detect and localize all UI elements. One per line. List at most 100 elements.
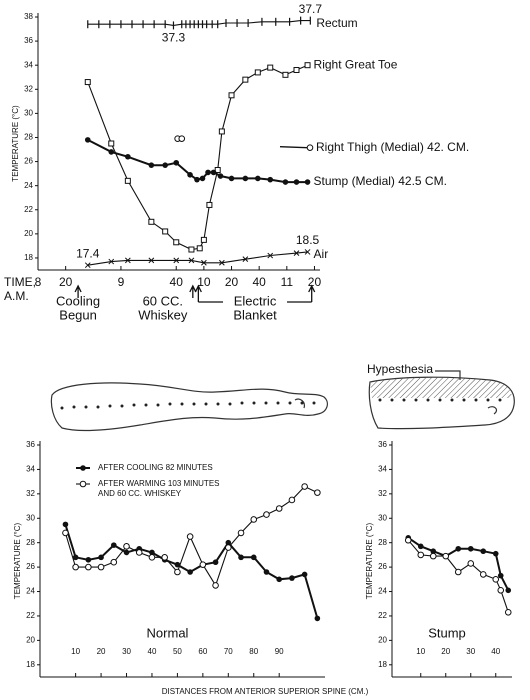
series-label: Stump (Medial) 42.5 CM. [314,174,447,188]
series-line [407,539,509,613]
marker [173,239,180,246]
marker [492,576,500,583]
marker [497,587,505,594]
marker [430,548,437,555]
value-label: 17.4 [76,246,100,260]
series-label: Air [314,247,329,261]
marker [293,67,300,74]
marker [62,529,69,537]
x-tick-label: 60 [198,647,207,656]
value-label: 37.7 [299,2,323,16]
marker [174,568,181,576]
x-tick-label: 70 [224,647,233,656]
x-tick-label: 20 [97,647,106,656]
marker [242,175,249,182]
marker [199,175,206,182]
marker [188,246,195,253]
y-tick-label: 22 [378,611,387,620]
y-tick-label: 34 [26,465,35,474]
marker [123,549,130,556]
marker [84,137,91,143]
event-arrow [74,284,82,298]
x-tick-label: 40 [170,275,184,289]
y-tick-label: 32 [378,489,387,498]
marker [263,511,270,518]
y-tick-label: 20 [378,635,387,644]
y-tick-label: 28 [378,538,387,547]
marker [218,128,225,135]
x-tick-label: 20 [308,275,322,289]
y-tick-label: 18 [378,660,387,669]
marker [98,554,104,561]
marker [194,176,200,183]
x-axis-label: A.M. [4,289,29,303]
series-label: Right Thigh (Medial) 42. CM. [316,140,469,154]
event-label: Begun [59,307,97,322]
marker [174,561,181,568]
legend-label: AFTER COOLING 82 MINUTES [98,463,213,472]
chart-label: Normal [147,625,189,640]
y-tick-label: 34 [378,465,387,474]
y-tick-label: 30 [378,513,387,522]
x-tick-label: 40 [491,647,500,656]
marker [289,575,295,581]
series-line [407,536,510,591]
event-label: Whiskey [138,307,188,322]
y-tick-label: 26 [378,562,387,571]
marker [84,262,91,269]
series-label: Rectum [316,16,357,30]
marker [455,545,462,552]
marker [72,554,79,561]
y-tick-label: 34 [24,60,33,69]
marker [504,608,512,616]
marker [304,62,311,69]
marker [480,548,487,555]
marker [417,551,425,559]
x-tick-label: 11 [281,275,294,289]
y-tick-label: 20 [26,635,35,644]
marker [173,159,180,166]
series-line [87,251,308,266]
event-arrow [194,284,202,302]
marker [228,92,235,99]
marker [293,250,300,256]
marker [206,201,213,208]
marker [162,162,168,168]
marker [212,582,219,589]
event-arrow [308,284,316,302]
y-tick-label: 24 [26,587,35,596]
marker [178,135,186,142]
marker [85,556,92,563]
x-tick-label: 40 [252,275,266,289]
marker [110,558,118,566]
y-tick-label: 36 [26,440,35,449]
marker [237,529,245,537]
marker [205,169,211,176]
marker [314,615,321,622]
marker [417,543,424,550]
marker [188,257,195,264]
marker [492,550,499,557]
normal-leg-drawing [50,382,328,432]
marker [250,554,257,561]
marker [187,569,193,575]
marker [282,179,289,185]
marker [254,175,261,182]
marker [173,257,180,264]
marker [148,162,155,168]
marker [97,563,105,571]
marker [186,533,194,540]
x-tick-label: 10 [197,275,211,289]
y-tick-label: 26 [24,157,33,166]
marker [196,245,203,252]
y-axis-label: TEMPERATURE (°C) [11,105,20,182]
marker [149,549,155,556]
y-tick-label: 36 [378,440,387,449]
marker [84,79,91,86]
x-tick-label: 8 [35,275,42,289]
x-axis-label: TIME, [4,275,36,289]
marker [467,545,474,552]
x-tick-label: 90 [275,647,284,656]
marker [108,258,115,265]
marker [497,572,504,579]
